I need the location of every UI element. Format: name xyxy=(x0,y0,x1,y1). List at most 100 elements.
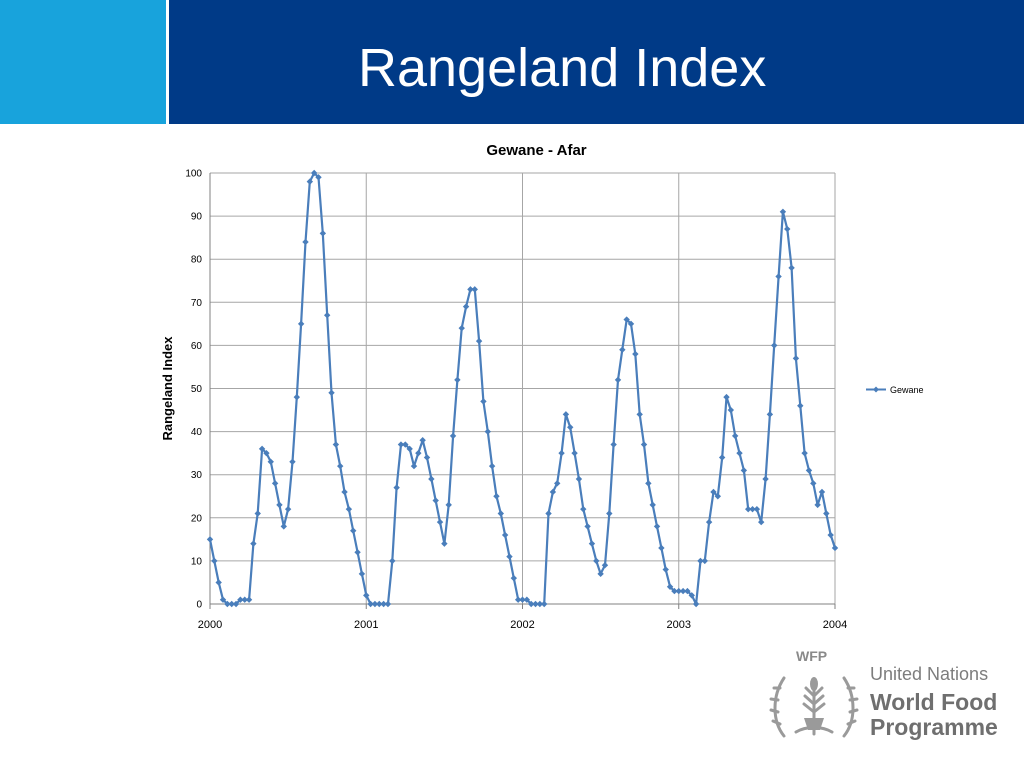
data-point xyxy=(206,536,214,543)
data-point xyxy=(332,441,340,448)
data-point xyxy=(380,600,387,608)
data-point xyxy=(445,501,452,509)
data-point xyxy=(501,531,509,539)
logo-org-line3: Programme xyxy=(870,714,998,740)
data-point xyxy=(423,454,431,461)
data-point xyxy=(406,445,413,453)
data-point xyxy=(575,475,583,483)
data-point xyxy=(775,273,782,280)
data-point xyxy=(228,600,235,608)
data-point xyxy=(215,579,222,586)
data-point xyxy=(549,488,557,496)
data-point xyxy=(688,592,695,599)
data-point xyxy=(441,540,448,547)
data-point xyxy=(310,169,318,177)
slide-header: Rangeland Index xyxy=(0,0,1024,124)
data-point xyxy=(588,540,596,547)
data-point xyxy=(245,596,253,603)
data-point xyxy=(606,510,613,517)
data-point xyxy=(484,428,491,435)
data-point xyxy=(371,600,379,608)
data-point xyxy=(649,501,656,509)
data-point xyxy=(232,600,240,608)
data-point xyxy=(367,600,374,608)
data-point xyxy=(397,441,405,448)
x-tick-label: 2004 xyxy=(823,619,847,631)
data-point xyxy=(284,505,292,513)
data-point xyxy=(323,312,331,319)
logo-acronym: WFP xyxy=(796,648,828,664)
y-tick-label: 20 xyxy=(191,513,203,524)
wheat-wreath-emblem-icon xyxy=(769,676,859,738)
data-point xyxy=(410,462,418,470)
y-tick-label: 70 xyxy=(191,298,203,309)
header-divider xyxy=(166,0,169,124)
data-point xyxy=(584,523,591,530)
data-point xyxy=(527,600,535,608)
data-point xyxy=(389,557,396,565)
data-point xyxy=(831,544,839,552)
data-point xyxy=(258,445,266,453)
data-point xyxy=(415,449,422,457)
data-point xyxy=(276,501,283,509)
data-point xyxy=(558,449,565,457)
x-tick-label: 2003 xyxy=(667,619,691,631)
data-point xyxy=(293,393,301,401)
data-point xyxy=(254,510,261,517)
data-point xyxy=(797,402,804,409)
logo-org-name: World Food Programme xyxy=(870,690,998,740)
data-point xyxy=(454,376,461,384)
data-point xyxy=(363,592,370,599)
data-point xyxy=(640,441,648,448)
data-point xyxy=(376,600,383,608)
data-point xyxy=(545,510,552,517)
data-point xyxy=(684,587,691,595)
data-point xyxy=(506,553,513,560)
data-point xyxy=(480,398,487,405)
data-point xyxy=(432,497,439,504)
data-point xyxy=(801,449,808,457)
data-point xyxy=(580,505,587,513)
data-point xyxy=(731,432,739,440)
data-point xyxy=(692,600,700,608)
data-point xyxy=(428,475,435,483)
data-point xyxy=(488,462,496,470)
data-point xyxy=(723,393,730,401)
data-point xyxy=(740,467,748,474)
y-tick-label: 80 xyxy=(191,255,203,266)
data-point xyxy=(701,557,708,565)
data-point xyxy=(614,376,622,384)
y-tick-label: 10 xyxy=(191,556,203,567)
data-point xyxy=(384,600,392,608)
data-point xyxy=(319,230,327,237)
y-tick-label: 0 xyxy=(196,600,202,611)
y-axis-label: Rangeland Index xyxy=(160,336,175,441)
data-point xyxy=(753,505,761,513)
data-point xyxy=(744,505,752,513)
data-point xyxy=(653,523,661,530)
chart-title: Gewane - Afar xyxy=(486,142,586,159)
data-point xyxy=(823,510,830,517)
slide-title: Rangeland Index xyxy=(358,38,767,98)
y-tick-label: 40 xyxy=(191,427,203,438)
data-point xyxy=(784,225,791,233)
x-tick-label: 2002 xyxy=(510,619,534,631)
data-point xyxy=(645,480,652,487)
data-point xyxy=(771,342,778,349)
data-point xyxy=(436,518,444,526)
data-point xyxy=(354,549,361,556)
data-point xyxy=(458,324,465,332)
data-point xyxy=(779,208,787,215)
data-point xyxy=(792,355,800,362)
header-accent-block xyxy=(0,0,166,124)
x-tick-label: 2000 xyxy=(198,619,222,631)
data-point xyxy=(271,480,279,487)
data-point xyxy=(714,493,722,500)
data-point xyxy=(419,437,426,444)
data-point xyxy=(493,493,500,500)
data-point xyxy=(350,527,357,534)
data-point xyxy=(710,488,717,496)
data-point xyxy=(358,570,366,578)
data-point xyxy=(250,540,257,547)
y-tick-label: 50 xyxy=(191,384,203,395)
